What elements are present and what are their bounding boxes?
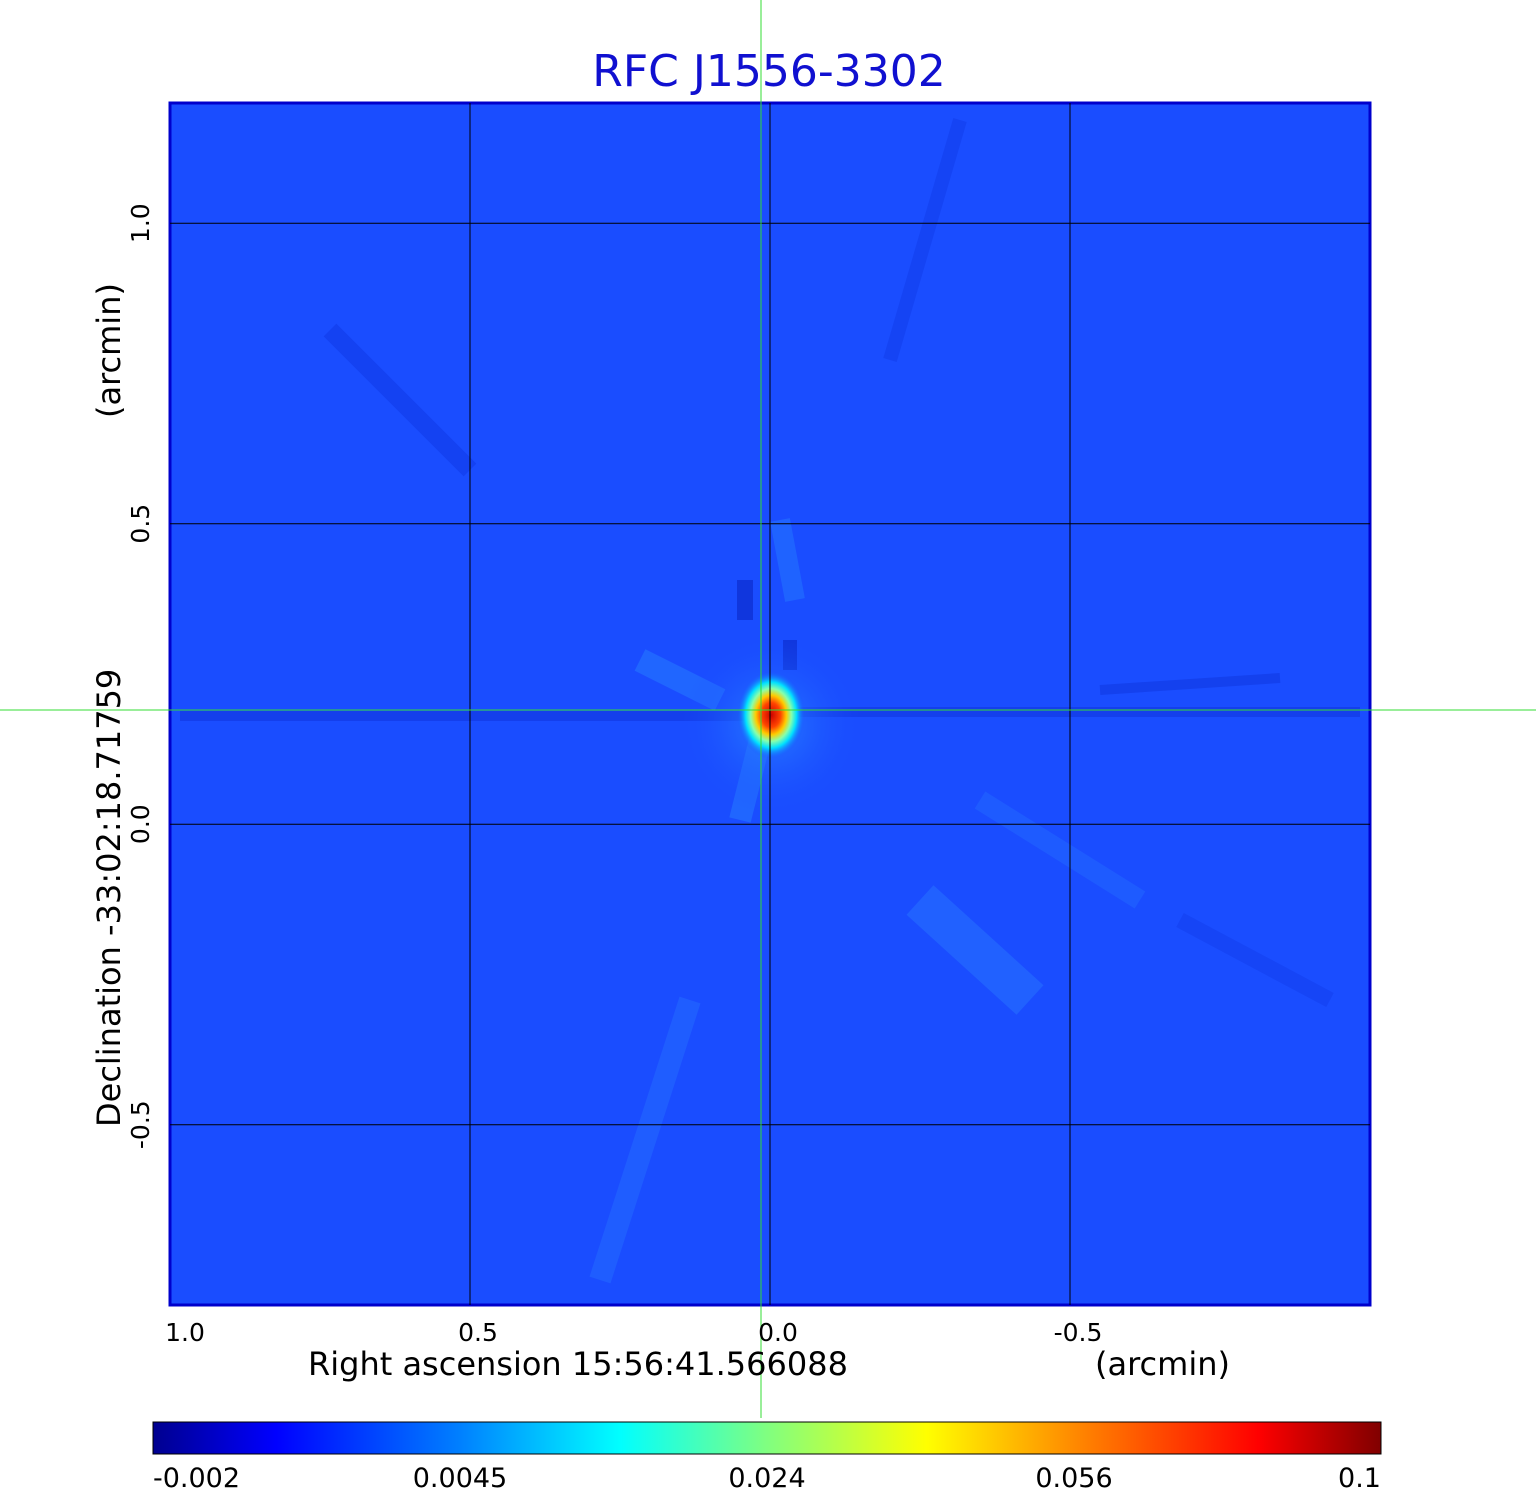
colorbar-tick-labels: -0.002 0.0045 0.024 0.056 0.1	[153, 1463, 1381, 1494]
image-texture	[180, 118, 1360, 1284]
y-tick-label: 0.0	[126, 804, 155, 844]
colorbar: -0.002 0.0045 0.024 0.056 0.1	[152, 1421, 1382, 1494]
crosshair	[0, 0, 1536, 1418]
x-tick-label: -0.5	[1054, 1318, 1103, 1347]
y-tick-label: 0.5	[126, 504, 155, 544]
peak-source	[737, 671, 805, 759]
grid-lines	[170, 103, 1370, 1305]
colorbar-tick-label: 0.056	[1035, 1463, 1112, 1494]
y-axis-label: Declination -33:02:18.71759	[90, 669, 128, 1127]
y-tick-label: -0.5	[126, 1100, 155, 1149]
plot-area	[168, 101, 1372, 1307]
x-axis-label: Right ascension 15:56:41.566088	[308, 1345, 848, 1383]
colorbar-tick-label: 0.0045	[413, 1463, 507, 1494]
colorbar-tick-label: 0.024	[728, 1463, 805, 1494]
x-tick-label: 0.0	[758, 1318, 798, 1347]
chart-title: RFC J1556-3302	[592, 46, 945, 97]
x-tick-labels: 1.0 0.5 0.0 -0.5	[165, 1318, 1102, 1347]
colorbar-gradient	[152, 1421, 1382, 1455]
x-tick-label: 1.0	[165, 1318, 205, 1347]
colorbar-tick-label: -0.002	[153, 1463, 240, 1494]
y-axis-unit: (arcmin)	[90, 283, 128, 418]
x-tick-label: 0.5	[458, 1318, 498, 1347]
y-tick-labels: 1.0 0.5 0.0 -0.5	[126, 203, 155, 1149]
colorbar-tick-label: 0.1	[1338, 1463, 1381, 1494]
y-tick-label: 1.0	[126, 203, 155, 243]
x-axis-unit: (arcmin)	[1095, 1345, 1230, 1383]
